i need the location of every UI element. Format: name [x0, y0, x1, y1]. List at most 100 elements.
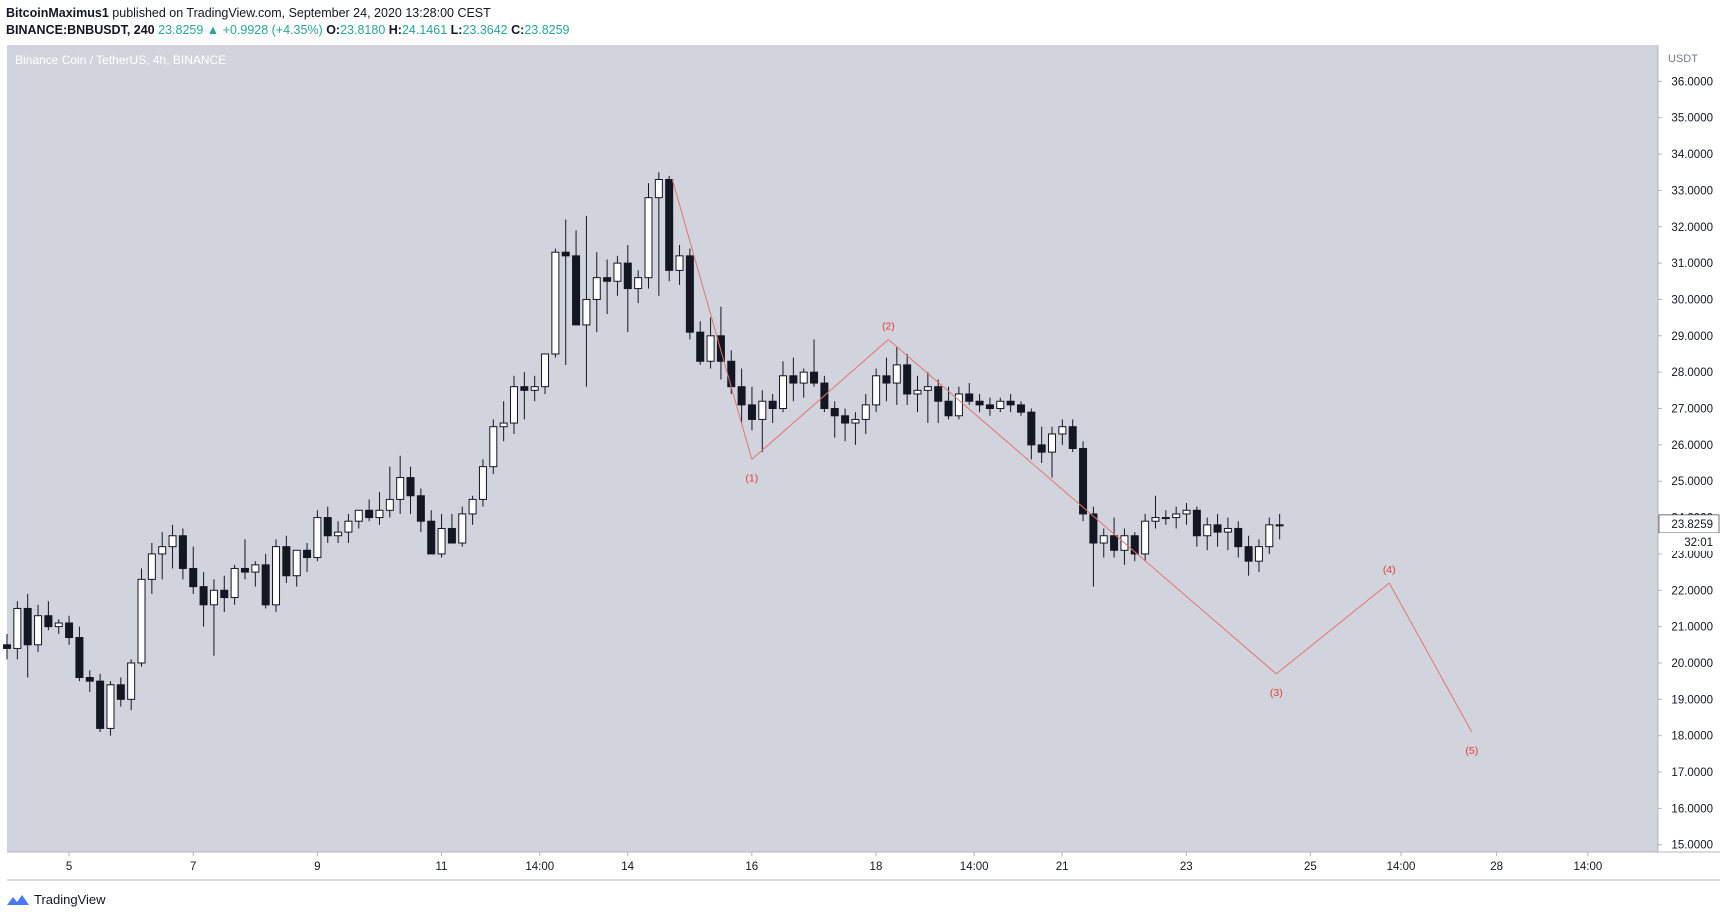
candle-body[interactable]: [975, 400, 984, 406]
candle-body[interactable]: [158, 546, 167, 555]
candle-body[interactable]: [1110, 535, 1119, 551]
candle-body[interactable]: [127, 662, 136, 700]
candle-body[interactable]: [923, 386, 932, 391]
candle-body[interactable]: [779, 375, 788, 410]
candle-body[interactable]: [541, 353, 550, 388]
candle-body[interactable]: [1099, 535, 1108, 544]
price-axis[interactable]: [1658, 45, 1720, 852]
candle-body[interactable]: [530, 386, 539, 391]
candle-body[interactable]: [240, 567, 249, 573]
candle-body[interactable]: [1275, 524, 1284, 527]
candle-body[interactable]: [365, 509, 374, 519]
candle-body[interactable]: [209, 589, 218, 606]
candle-body[interactable]: [1223, 527, 1232, 533]
candle-body[interactable]: [592, 277, 601, 300]
candle-body[interactable]: [147, 553, 156, 580]
candle-body[interactable]: [75, 637, 84, 679]
candle-body[interactable]: [768, 400, 777, 410]
candle-body[interactable]: [1265, 524, 1274, 548]
candle-body[interactable]: [551, 251, 560, 355]
candle-body[interactable]: [251, 564, 260, 573]
candle-body[interactable]: [106, 684, 115, 729]
tradingview-brand[interactable]: TradingView: [6, 892, 106, 907]
candle-body[interactable]: [437, 527, 446, 555]
candle-body[interactable]: [34, 615, 43, 646]
candle-body[interactable]: [354, 509, 363, 522]
candle-body[interactable]: [1006, 400, 1015, 406]
candle-body[interactable]: [665, 179, 674, 271]
candle-body[interactable]: [623, 262, 632, 290]
candle-body[interactable]: [116, 684, 125, 700]
candle-body[interactable]: [737, 386, 746, 406]
candle-body[interactable]: [23, 607, 32, 646]
candle-body[interactable]: [696, 331, 705, 362]
candle-body[interactable]: [675, 255, 684, 271]
candle-body[interactable]: [375, 509, 384, 519]
candle-body[interactable]: [810, 371, 819, 384]
candle-body[interactable]: [178, 535, 187, 569]
candle-body[interactable]: [65, 622, 74, 639]
candle-body[interactable]: [230, 567, 239, 599]
candle-body[interactable]: [872, 375, 881, 406]
plot-background[interactable]: [7, 45, 1658, 852]
candle-body[interactable]: [13, 607, 22, 649]
candle-body[interactable]: [903, 364, 912, 395]
candle-body[interactable]: [96, 680, 105, 729]
candle-body[interactable]: [1161, 517, 1170, 520]
candle-body[interactable]: [644, 197, 653, 279]
candle-body[interactable]: [882, 375, 891, 384]
candle-body[interactable]: [3, 644, 11, 649]
candle-body[interactable]: [1068, 426, 1077, 449]
candle-body[interactable]: [799, 371, 808, 384]
candle-body[interactable]: [582, 298, 591, 326]
candle-body[interactable]: [199, 586, 208, 606]
candle-body[interactable]: [1151, 517, 1160, 522]
candle-body[interactable]: [334, 531, 343, 537]
candle-body[interactable]: [468, 498, 477, 515]
candle-body[interactable]: [1037, 444, 1046, 453]
candle-body[interactable]: [1130, 535, 1139, 555]
candle-body[interactable]: [406, 477, 415, 497]
candle-body[interactable]: [1079, 448, 1088, 515]
candle-body[interactable]: [944, 400, 953, 417]
candle-body[interactable]: [789, 375, 798, 384]
candle-body[interactable]: [478, 466, 487, 500]
time-axis[interactable]: [7, 852, 1720, 880]
candle-body[interactable]: [1182, 509, 1191, 515]
candle-body[interactable]: [603, 277, 612, 282]
wave-segment[interactable]: [751, 339, 889, 460]
candle-body[interactable]: [447, 527, 456, 544]
candle-body[interactable]: [685, 255, 694, 333]
candle-body[interactable]: [1192, 509, 1201, 537]
candle-body[interactable]: [1016, 404, 1025, 413]
wave-segment[interactable]: [1388, 582, 1473, 733]
candle-body[interactable]: [830, 408, 839, 417]
candle-body[interactable]: [282, 546, 291, 577]
candle-body[interactable]: [1089, 513, 1098, 544]
candle-body[interactable]: [996, 400, 1005, 410]
candle-body[interactable]: [220, 589, 229, 599]
candle-body[interactable]: [272, 546, 281, 606]
candle-body[interactable]: [758, 400, 767, 420]
candle-body[interactable]: [489, 426, 498, 468]
candle-body[interactable]: [1027, 411, 1036, 446]
candle-body[interactable]: [613, 262, 622, 282]
candle-body[interactable]: [1172, 513, 1181, 519]
candle-body[interactable]: [54, 622, 63, 628]
candle-body[interactable]: [1213, 524, 1222, 533]
candle-body[interactable]: [913, 389, 922, 395]
candle-body[interactable]: [520, 386, 529, 391]
candle-body[interactable]: [954, 393, 963, 417]
candle-body[interactable]: [427, 520, 436, 555]
candle-body[interactable]: [137, 578, 146, 664]
candle-body[interactable]: [396, 477, 405, 500]
candle-body[interactable]: [292, 549, 301, 577]
candle-body[interactable]: [1048, 433, 1057, 453]
candle-body[interactable]: [313, 517, 322, 559]
candle-body[interactable]: [1254, 546, 1263, 562]
candle-body[interactable]: [261, 564, 270, 606]
candle-body[interactable]: [841, 415, 850, 424]
wave-segment[interactable]: [888, 339, 1277, 675]
candle-body[interactable]: [1244, 546, 1253, 562]
candle-body[interactable]: [861, 404, 870, 420]
